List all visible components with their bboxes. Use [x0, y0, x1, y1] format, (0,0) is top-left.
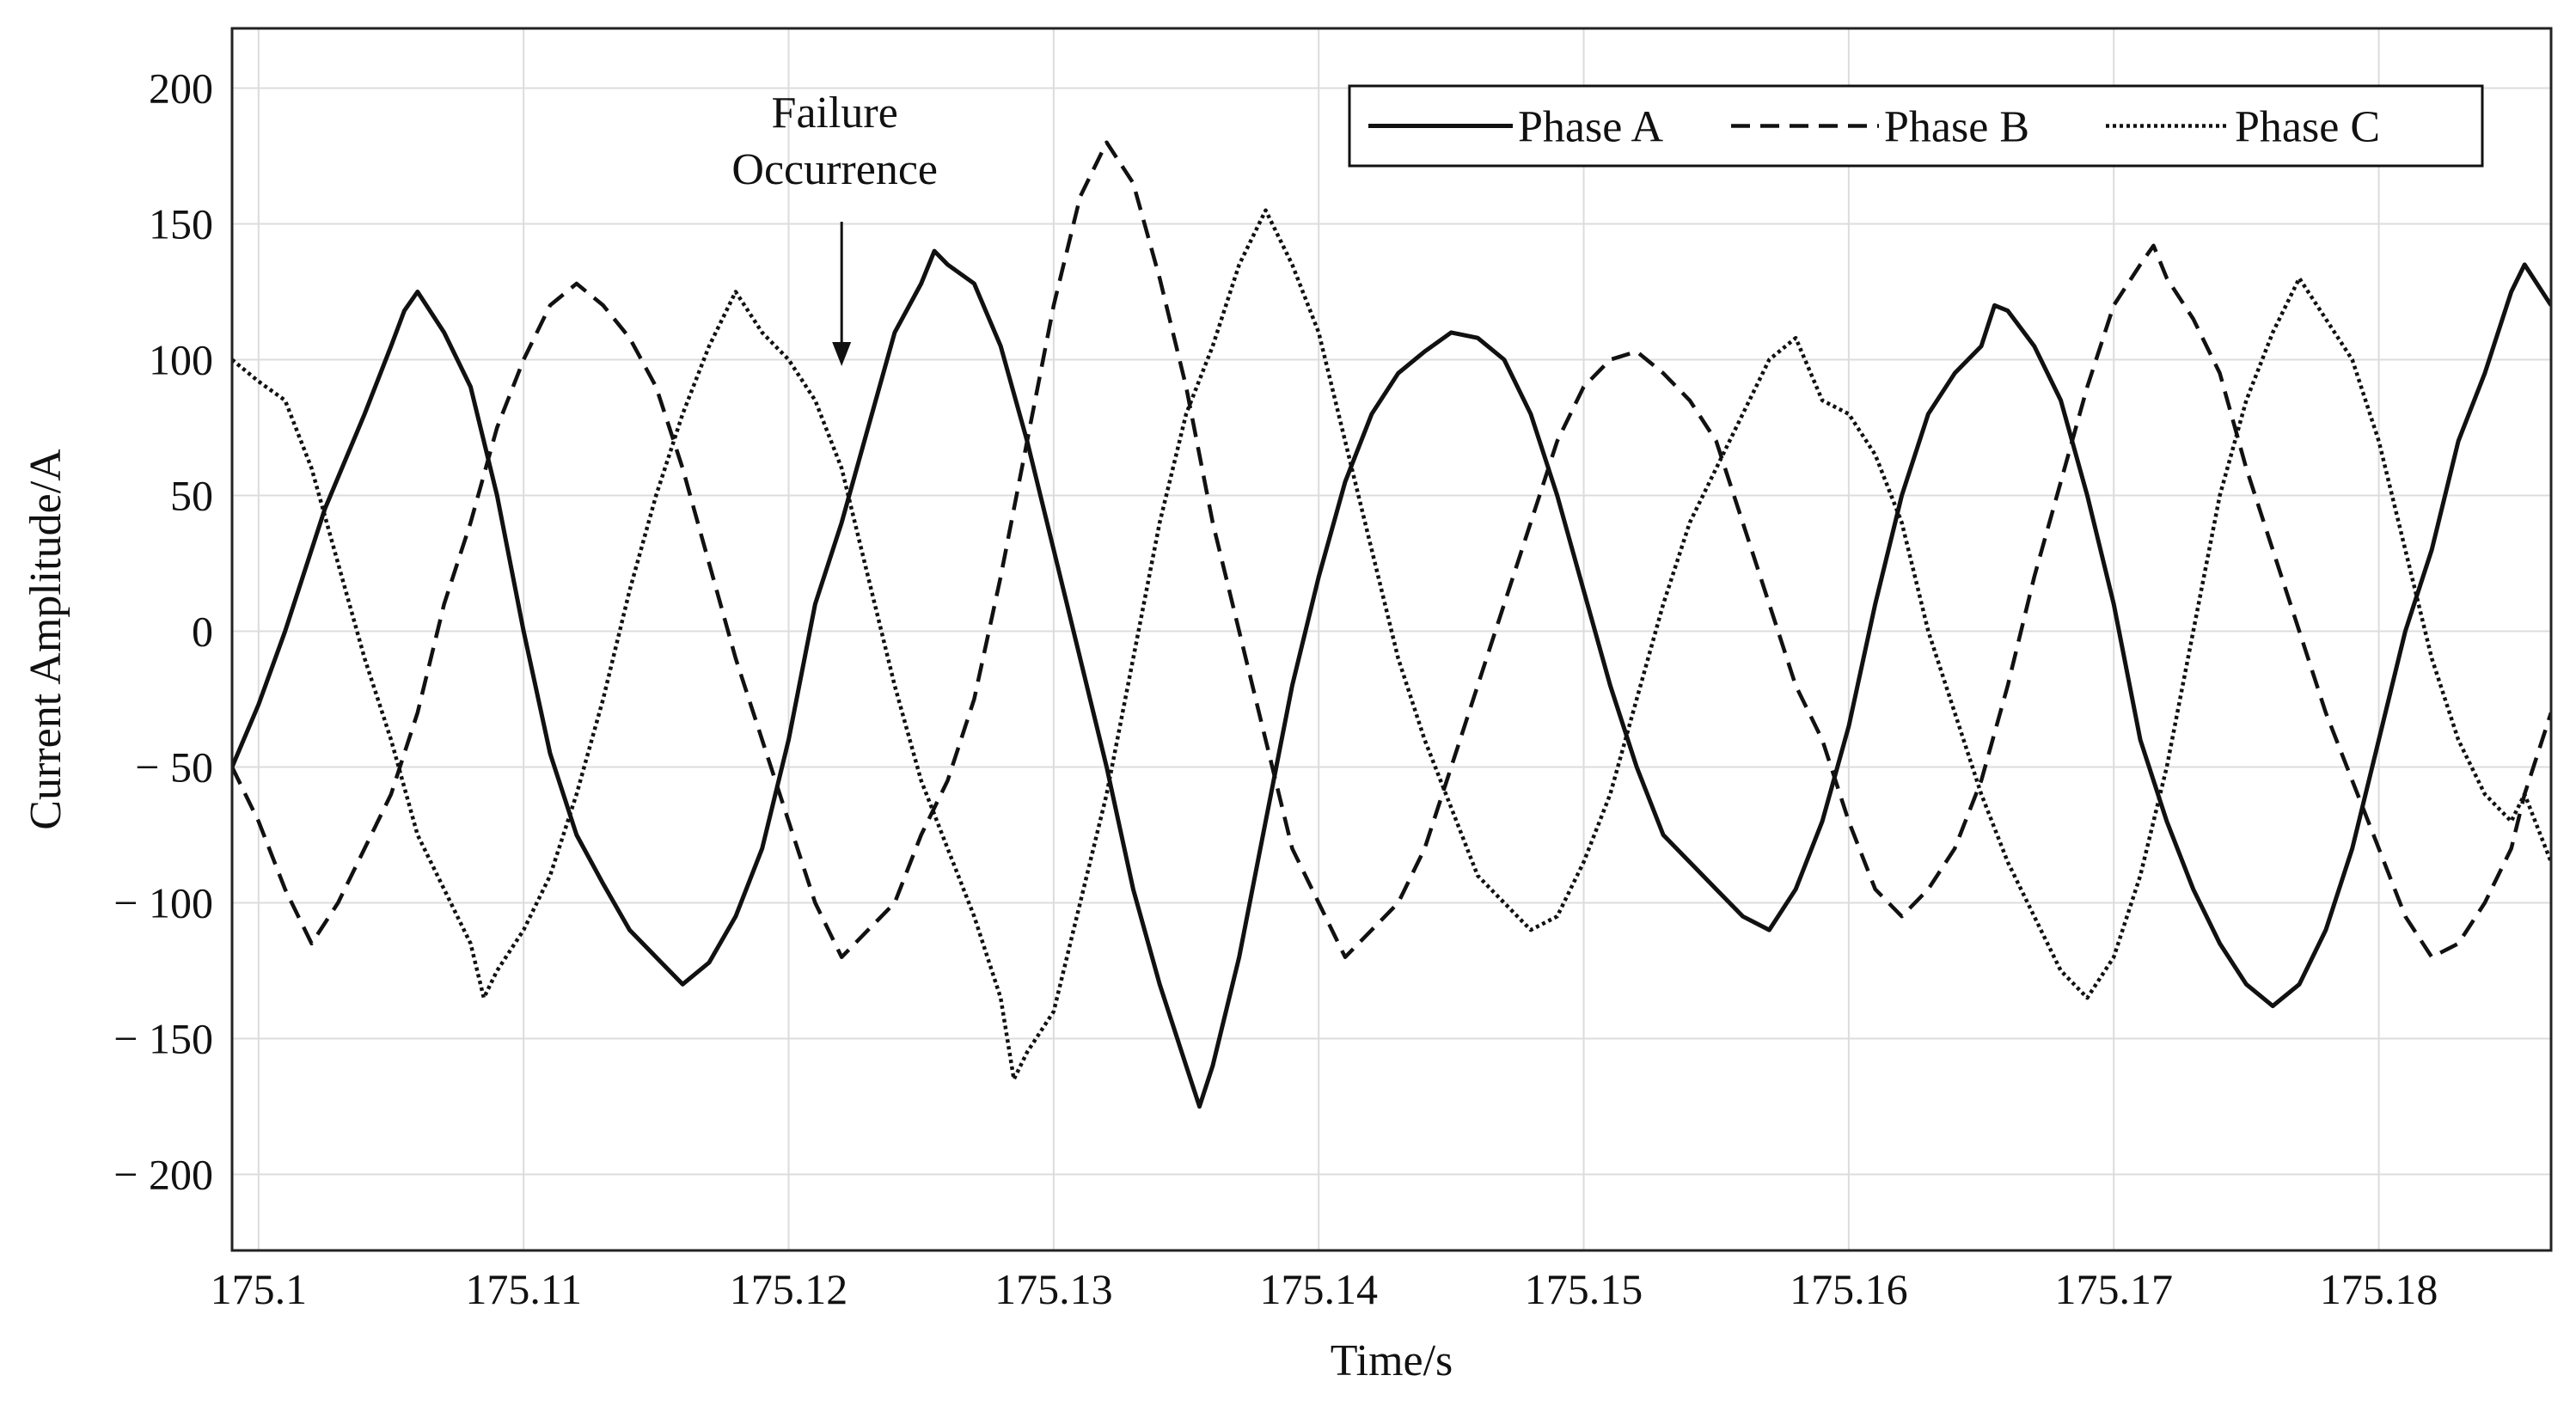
series-line-phase-c [232, 208, 2551, 1082]
y-tick-label: 150 [149, 200, 213, 248]
y-tick-label: − 50 [135, 743, 213, 792]
grid-lines [232, 28, 2551, 1250]
annotation-arrow-head [832, 342, 852, 366]
series-line-phase-b [232, 140, 2551, 959]
x-tick-label: 175.1 [211, 1265, 308, 1313]
x-axis-title: Time/s [1331, 1336, 1453, 1385]
x-axis-tick-labels: 175.1 175.11 175.12 175.13 175.14 175.15 175.1… [211, 1265, 2438, 1313]
legend-label: Phase B [1884, 103, 2029, 152]
legend: Phase A Phase B Phase C [1348, 84, 2484, 168]
y-tick-label: 200 [149, 64, 213, 113]
series-lines [232, 140, 2551, 1109]
x-tick-label: 175.18 [2320, 1265, 2438, 1313]
y-tick-label: − 150 [113, 1015, 213, 1063]
x-tick-label: 175.11 [465, 1265, 582, 1313]
x-tick-label: 175.14 [1259, 1265, 1378, 1313]
x-tick-label: 175.15 [1525, 1265, 1643, 1313]
annotation-text-line2: Occurrence [731, 145, 938, 194]
legend-box [1348, 84, 2484, 168]
x-tick-label: 175.17 [2054, 1265, 2173, 1313]
series-line-phase-a [232, 248, 2551, 1109]
annotation-text-line1: Failure [772, 89, 898, 138]
x-tick-label: 175.16 [1790, 1265, 1908, 1313]
legend-label: Phase A [1518, 103, 1663, 152]
x-tick-label: 175.13 [994, 1265, 1113, 1313]
legend-items: Phase A Phase B Phase C [1368, 103, 2380, 152]
legend-label: Phase C [2235, 103, 2380, 152]
y-tick-label: 0 [192, 608, 213, 656]
y-tick-label: − 100 [113, 879, 213, 927]
y-tick-label: 50 [170, 472, 213, 520]
y-axis-tick-labels: 200 150 100 50 0 − 50 − 100 − 150 − 200 [113, 64, 213, 1199]
y-tick-label: 100 [149, 336, 213, 384]
y-tick-label: − 200 [113, 1151, 213, 1199]
plot-frame [230, 27, 2553, 1252]
x-tick-label: 175.12 [730, 1265, 848, 1313]
y-axis-title: Current Amplitude/A [21, 449, 70, 830]
failure-annotation: Failure Occurrence [731, 89, 938, 366]
